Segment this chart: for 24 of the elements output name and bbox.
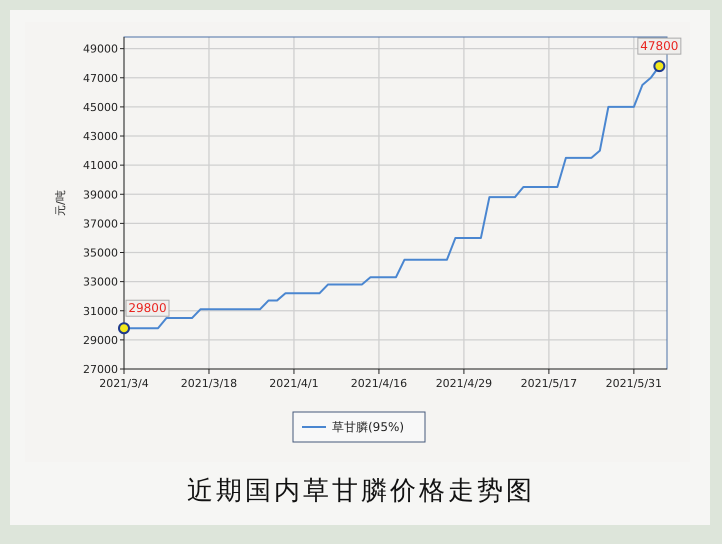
y-tick-label: 41000	[83, 159, 118, 172]
y-tick-label: 37000	[83, 217, 118, 230]
y-tick-label: 47000	[83, 72, 118, 85]
y-tick-label: 33000	[83, 276, 118, 289]
x-tick-label: 2021/5/31	[606, 377, 662, 390]
y-tick-label: 49000	[83, 42, 118, 56]
x-tick-label: 2021/3/18	[180, 377, 238, 390]
text: 近期国内草甘膦价格走势图	[187, 476, 535, 506]
x-tick-label: 2021/4/16	[350, 377, 408, 390]
y-tick-label: 43000	[83, 130, 118, 144]
data-label: 29800	[128, 301, 167, 316]
legend-label: 草甘膦(95%)	[332, 420, 404, 434]
x-tick-label: 2021/4/29	[436, 377, 492, 390]
y-axis-title: 元/吨	[54, 190, 67, 216]
x-tick-label: 2021/3/4	[99, 377, 149, 390]
y-tick-label: 27000	[83, 363, 118, 376]
x-tick-label: 2021/5/17	[520, 377, 578, 390]
y-tick-label: 31000	[83, 304, 118, 318]
data-label: 47800	[640, 39, 678, 54]
y-tick-label: 45000	[83, 100, 118, 114]
y-tick-label: 29000	[83, 334, 118, 347]
x-tick-label: 2021/4/1	[269, 377, 319, 390]
y-tick-label: 39000	[83, 188, 118, 202]
y-tick-label: 35000	[83, 246, 118, 260]
